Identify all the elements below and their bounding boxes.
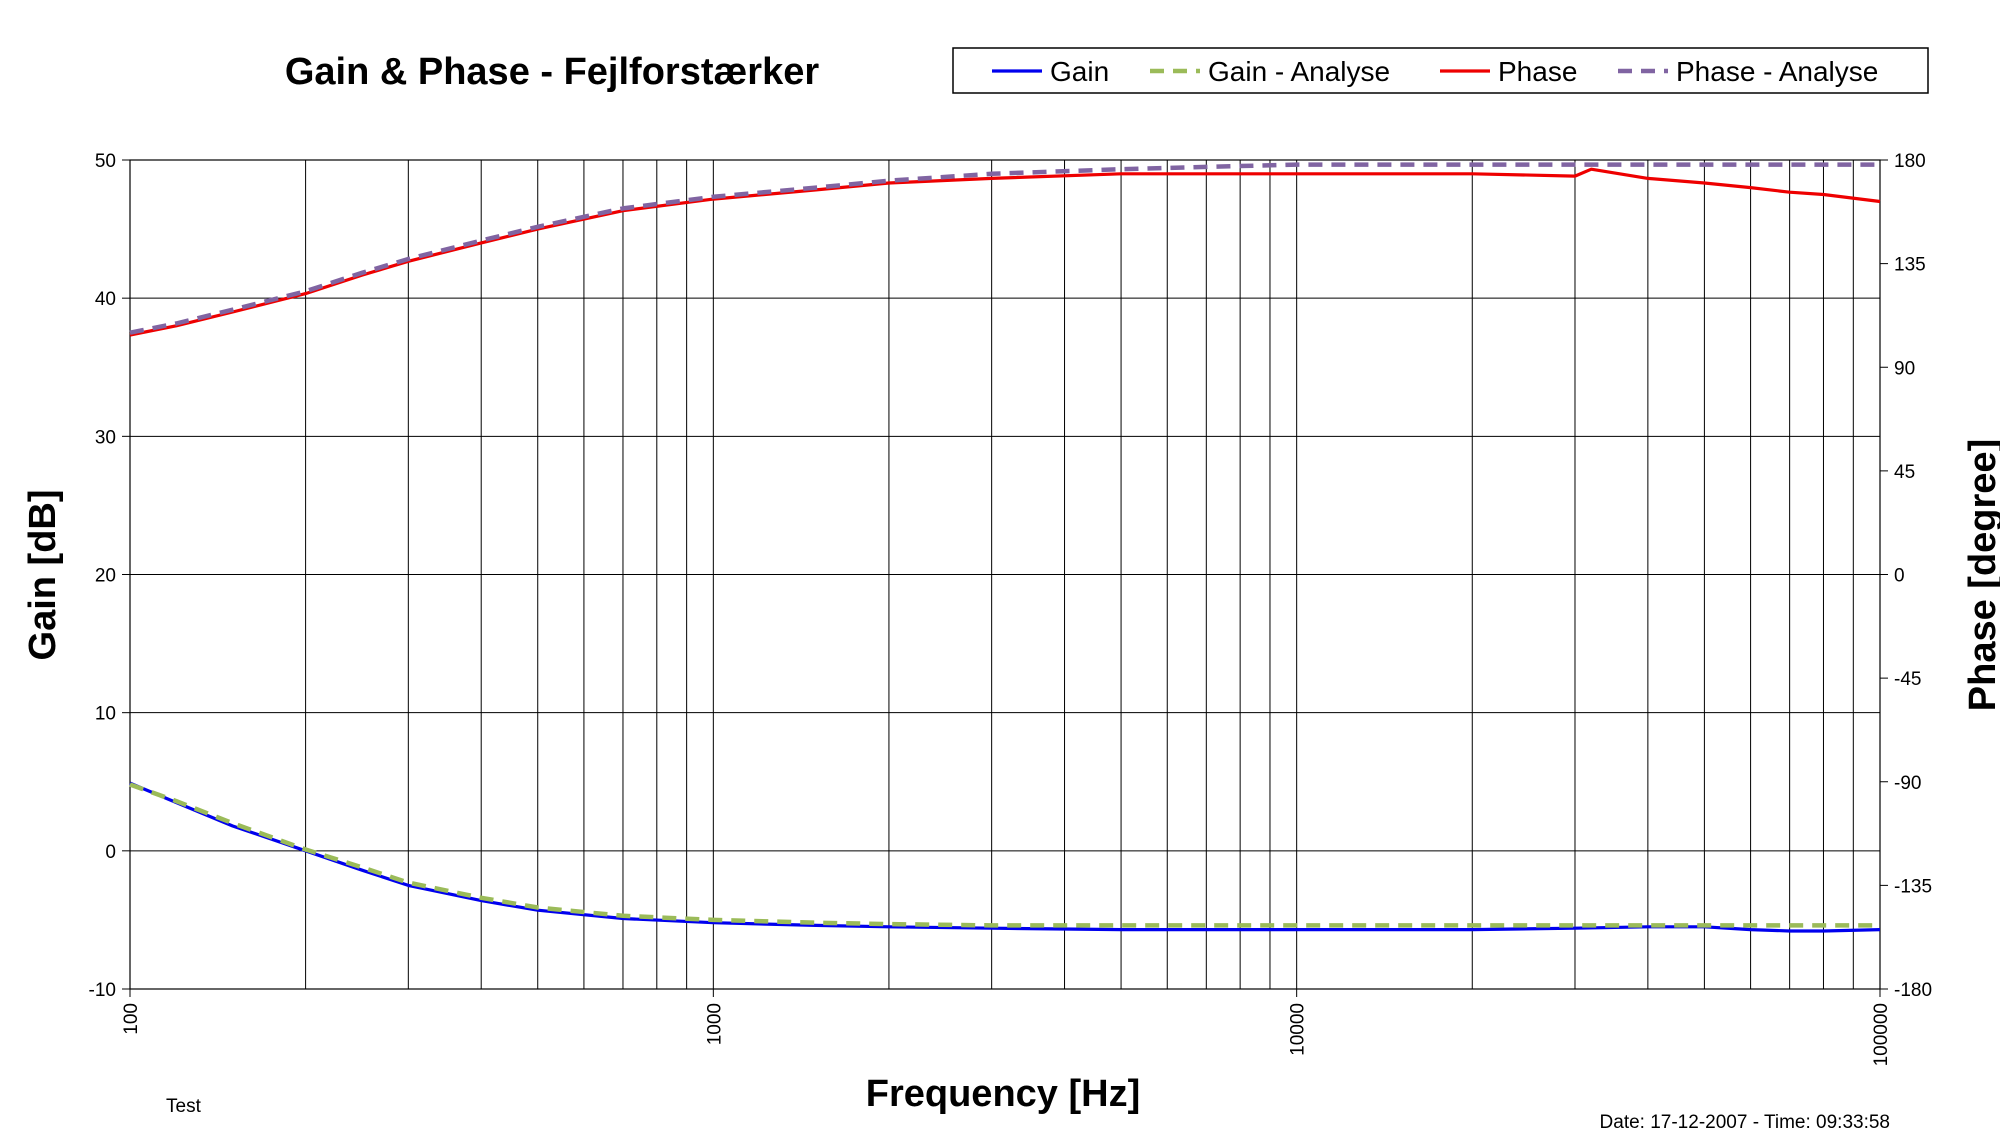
series-line-gain-analyse <box>129 782 1880 928</box>
y-tick-label: 10 <box>95 704 116 725</box>
y-tick-label: 0 <box>105 842 116 863</box>
y2-tick-label: 0 <box>1894 566 1905 587</box>
x-tick-label: 100 <box>121 1003 142 1035</box>
y2-axis-label: Phase [degree] <box>1962 439 2000 711</box>
y-tick-label: 20 <box>95 566 116 587</box>
legend-label: Gain <box>1050 56 1109 87</box>
y2-tick-label: -135 <box>1894 876 1932 897</box>
grid-lines <box>130 160 1880 989</box>
legend-label: Gain - Analyse <box>1208 56 1390 87</box>
plot-area <box>129 159 1881 990</box>
y2-tick-label: 45 <box>1894 462 1915 483</box>
x-tick-label: 100000 <box>1871 1003 1892 1066</box>
series-layer <box>129 162 1881 933</box>
y2-tick-label: -180 <box>1894 980 1932 1001</box>
series-line-phase-analyse <box>129 162 1880 335</box>
y-tick-label: 50 <box>95 151 116 172</box>
y-tick-label: 40 <box>95 289 116 310</box>
y2-tick-label: -90 <box>1894 773 1921 794</box>
y2-tick-label: 135 <box>1894 255 1926 276</box>
legend-label: Phase - Analyse <box>1676 56 1878 87</box>
left-axis-ticks: -10 0 10 20 30 40 50 <box>89 151 130 1001</box>
x-tick-label: 10000 <box>1288 1003 1309 1056</box>
y-tick-label: -10 <box>89 980 116 1001</box>
footnote-date-time: Date: 17-12-2007 - Time: 09:33:58 <box>1600 1112 1890 1133</box>
y-axis-label: Gain [dB] <box>22 490 64 661</box>
legend: Gain Gain - Analyse Phase Phase - Analyse <box>952 47 1929 94</box>
chart-title: Gain & Phase - Fejlforstærker <box>285 51 819 93</box>
x-axis-label: Frequency [Hz] <box>866 1073 1140 1115</box>
right-axis-ticks: -180 -135 -90 -45 0 45 90 135 180 <box>1880 151 1932 1001</box>
y2-tick-label: 180 <box>1894 151 1926 172</box>
y2-tick-label: 90 <box>1894 358 1915 379</box>
x-tick-label: 1000 <box>704 1003 725 1045</box>
x-axis-ticks: 100 1000 10000 100000 <box>121 989 1892 1066</box>
y2-tick-label: -45 <box>1894 669 1921 690</box>
footnote-test: Test <box>166 1096 202 1117</box>
y-tick-label: 30 <box>95 427 116 448</box>
legend-label: Phase <box>1498 56 1577 87</box>
series-line-gain <box>129 781 1881 933</box>
